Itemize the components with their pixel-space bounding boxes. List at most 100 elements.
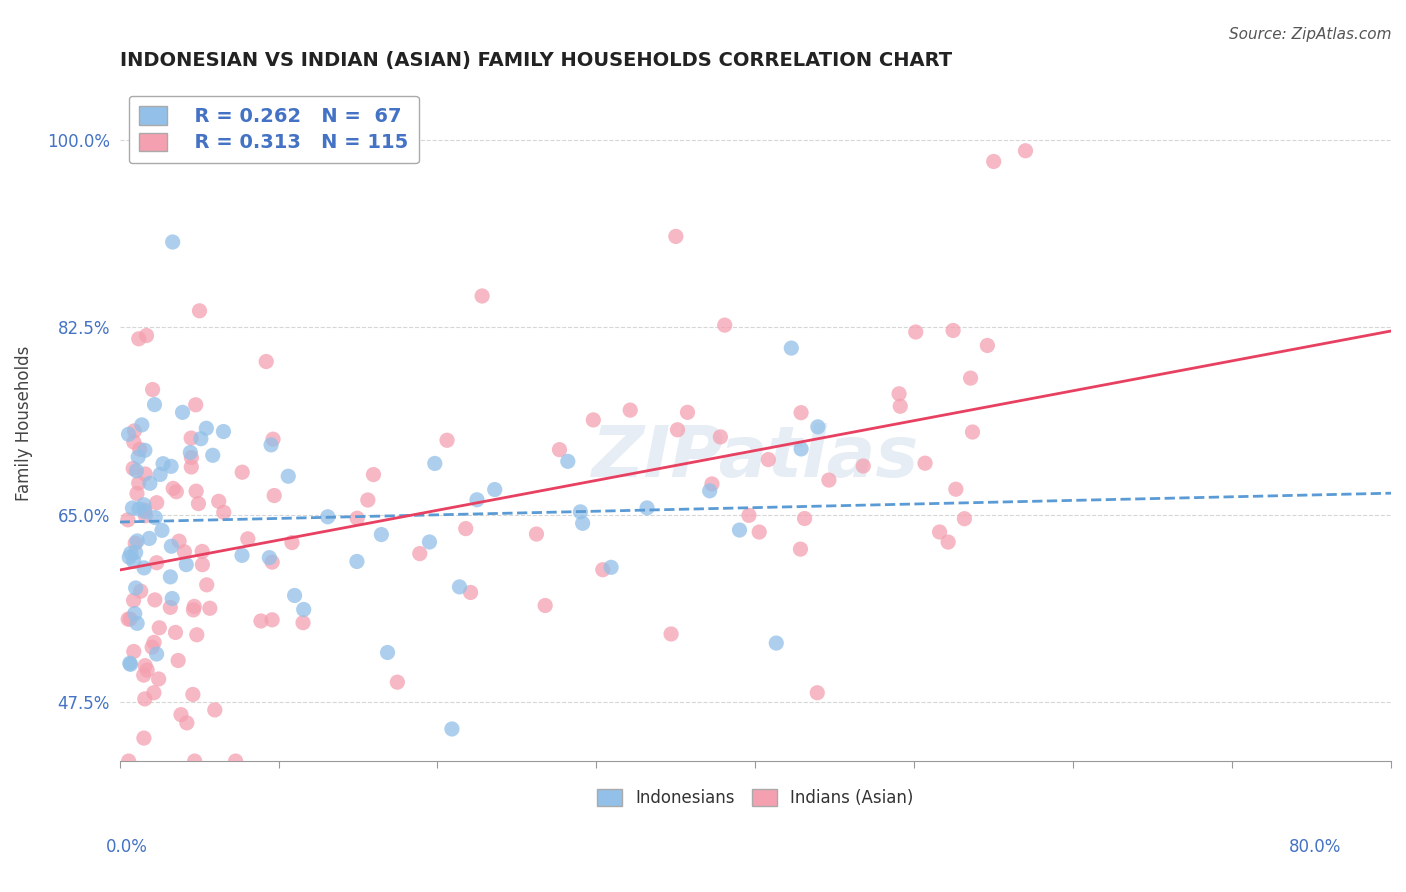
Point xyxy=(124,536,146,550)
Point xyxy=(195,578,218,592)
Point xyxy=(187,497,209,511)
Point xyxy=(548,442,571,457)
Point xyxy=(666,423,689,437)
Point xyxy=(152,457,174,471)
Point xyxy=(818,473,841,487)
Point xyxy=(292,615,315,630)
Point xyxy=(928,524,950,539)
Point xyxy=(231,549,253,563)
Point xyxy=(127,533,149,548)
Text: ZIPatlas: ZIPatlas xyxy=(592,423,920,492)
Point xyxy=(852,458,875,473)
Point xyxy=(145,647,167,661)
Point xyxy=(129,584,152,599)
Point xyxy=(208,494,231,508)
Point xyxy=(143,635,166,649)
Point xyxy=(120,657,142,672)
Point xyxy=(889,399,911,413)
Point xyxy=(471,289,494,303)
Point xyxy=(195,421,218,435)
Point xyxy=(167,653,190,667)
Point xyxy=(636,500,658,515)
Point xyxy=(174,558,197,572)
Point xyxy=(260,438,283,452)
Point xyxy=(165,625,187,640)
Point xyxy=(184,484,207,499)
Point xyxy=(231,465,253,479)
Point xyxy=(117,513,139,527)
Point xyxy=(418,535,440,549)
Point xyxy=(134,443,156,458)
Point xyxy=(262,613,284,627)
Point xyxy=(134,692,156,706)
Point xyxy=(370,527,392,541)
Point xyxy=(713,318,735,333)
Point xyxy=(143,398,166,412)
Point xyxy=(125,486,148,500)
Point xyxy=(117,612,139,626)
Point xyxy=(128,442,150,457)
Point xyxy=(454,522,477,536)
Point xyxy=(138,532,160,546)
Point xyxy=(150,524,173,538)
Point xyxy=(789,542,811,557)
Point xyxy=(134,505,156,519)
Point xyxy=(582,413,605,427)
Point xyxy=(914,456,936,470)
Point xyxy=(142,383,165,397)
Text: 80.0%: 80.0% xyxy=(1288,838,1341,856)
Point xyxy=(436,434,458,448)
Point xyxy=(180,431,202,445)
Point xyxy=(526,527,548,541)
Point xyxy=(159,570,181,584)
Point xyxy=(204,703,226,717)
Point xyxy=(139,476,162,491)
Text: INDONESIAN VS INDIAN (ASIAN) FAMILY HOUSEHOLDS CORRELATION CHART: INDONESIAN VS INDIAN (ASIAN) FAMILY HOUS… xyxy=(120,51,952,70)
Point xyxy=(807,420,830,434)
Point xyxy=(183,599,205,614)
Point xyxy=(160,539,183,553)
Point xyxy=(959,371,981,385)
Point xyxy=(387,675,409,690)
Point xyxy=(357,493,380,508)
Point xyxy=(124,424,146,438)
Point xyxy=(484,483,506,497)
Point xyxy=(132,561,155,575)
Point xyxy=(121,500,143,515)
Point xyxy=(122,461,145,475)
Point xyxy=(160,591,183,606)
Point xyxy=(201,448,224,462)
Point xyxy=(117,427,139,442)
Point xyxy=(942,323,965,337)
Point xyxy=(236,532,259,546)
Point xyxy=(983,154,1005,169)
Point xyxy=(263,489,285,503)
Point xyxy=(143,593,166,607)
Point xyxy=(165,484,187,499)
Point xyxy=(128,501,150,516)
Point xyxy=(124,545,146,559)
Point xyxy=(569,505,592,519)
Point xyxy=(793,511,815,525)
Point xyxy=(120,612,142,626)
Point xyxy=(780,341,803,355)
Point xyxy=(262,432,284,446)
Point xyxy=(292,602,315,616)
Point xyxy=(118,550,141,565)
Point xyxy=(316,509,339,524)
Point xyxy=(134,503,156,517)
Point xyxy=(699,483,721,498)
Point xyxy=(148,672,170,686)
Point xyxy=(756,452,779,467)
Point xyxy=(128,332,150,346)
Point xyxy=(254,354,277,368)
Point xyxy=(676,405,699,419)
Point xyxy=(134,467,156,481)
Point xyxy=(887,386,910,401)
Point xyxy=(346,554,368,568)
Point xyxy=(127,616,149,631)
Point xyxy=(738,508,761,523)
Point xyxy=(183,754,205,768)
Point xyxy=(184,398,207,412)
Point xyxy=(122,554,145,568)
